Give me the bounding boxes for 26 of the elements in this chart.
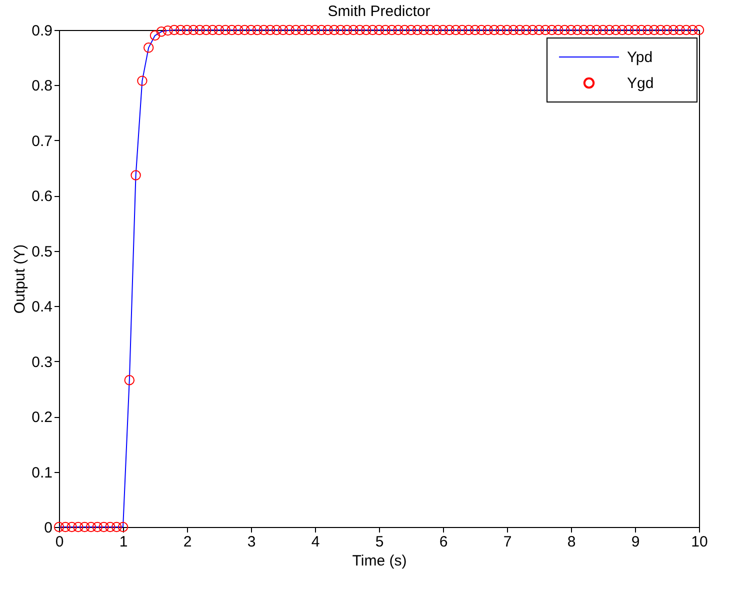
- legend-label: Ygd: [627, 75, 654, 92]
- y-tick-label: 0.9: [32, 22, 52, 40]
- x-tick-label: 8: [567, 534, 576, 550]
- x-tick-label: 1: [119, 534, 128, 550]
- x-tick-label: 9: [631, 534, 640, 550]
- x-axis-title: Time (s): [352, 552, 407, 570]
- x-tick-label: 3: [247, 534, 256, 550]
- x-tick-label: 10: [691, 534, 708, 550]
- y-tick-label: 0.7: [32, 132, 52, 150]
- x-tick-label: 2: [183, 534, 192, 550]
- x-tick-label: 6: [439, 534, 448, 550]
- y-tick-label: 0.4: [32, 298, 52, 316]
- chart-title: Smith Predictor: [328, 3, 430, 20]
- y-tick-label: 0.5: [32, 243, 52, 260]
- y-tick-label: 0.8: [32, 78, 52, 95]
- y-axis-title: Output (Y): [12, 244, 29, 314]
- y-tick-label: 0.3: [32, 354, 52, 371]
- x-tick-label: 5: [375, 534, 384, 550]
- y-tick-label: 0: [44, 520, 52, 536]
- legend-label: Ypd: [627, 49, 653, 66]
- y-tick-label: 0.6: [32, 188, 52, 206]
- x-tick-label: 7: [503, 534, 512, 550]
- x-tick-label: 0: [55, 534, 64, 550]
- y-tick-label: 0.2: [32, 409, 52, 426]
- y-tick-label: 0.1: [32, 464, 52, 482]
- x-tick-label: 4: [311, 534, 320, 550]
